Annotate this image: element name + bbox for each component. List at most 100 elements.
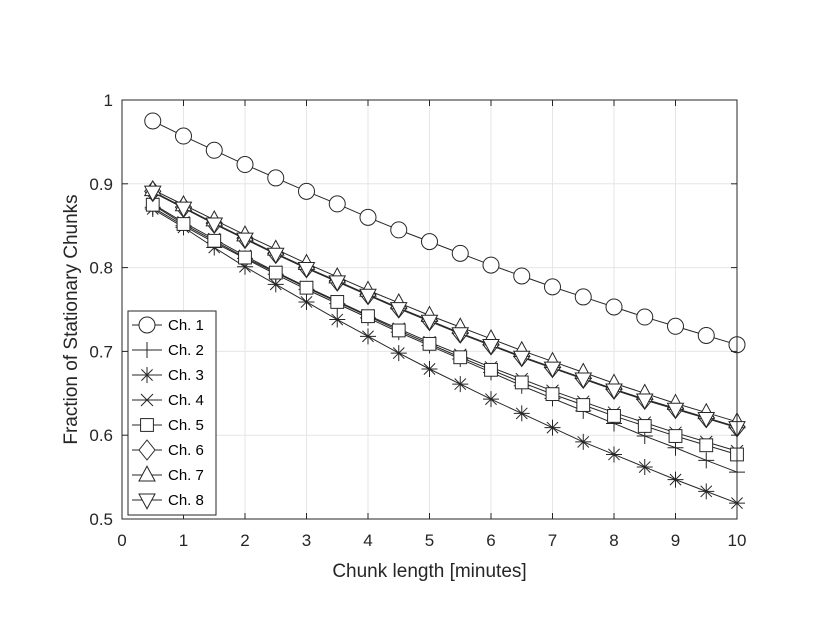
data-point-ch-1 bbox=[574, 288, 592, 306]
data-point-ch-8 bbox=[635, 393, 654, 410]
legend-marker-ch-2 bbox=[139, 342, 155, 358]
data-point-ch-5 bbox=[607, 409, 621, 423]
data-point-ch-8 bbox=[266, 247, 285, 265]
data-point-ch-3 bbox=[606, 446, 622, 463]
data-point-ch-1 bbox=[667, 317, 684, 335]
data-point-ch-5 bbox=[545, 387, 560, 402]
data-point-ch-5 bbox=[484, 362, 498, 377]
data-point-ch-8 bbox=[697, 411, 716, 429]
data-point-ch-8 bbox=[174, 201, 193, 218]
data-point-ch-1 bbox=[636, 308, 654, 326]
legend-marker-ch-6 bbox=[138, 439, 156, 461]
legend-marker-ch-4 bbox=[140, 393, 154, 407]
data-point-ch-3 bbox=[421, 360, 438, 377]
data-point-ch-5 bbox=[699, 438, 714, 453]
data-point-ch-5 bbox=[422, 336, 437, 351]
y-tick-label: 0.7 bbox=[89, 342, 113, 361]
data-point-ch-8 bbox=[297, 261, 316, 279]
data-point-ch-8 bbox=[482, 339, 500, 356]
legend-label-ch-6: Ch. 6 bbox=[168, 442, 204, 459]
data-point-ch-3 bbox=[636, 459, 653, 476]
data-point-ch-5 bbox=[391, 323, 406, 338]
x-tick-label: 9 bbox=[671, 531, 680, 550]
data-point-ch-5 bbox=[268, 265, 283, 280]
data-point-ch-3 bbox=[298, 293, 315, 310]
y-tick-label: 0.9 bbox=[89, 175, 113, 194]
x-tick-label: 5 bbox=[425, 531, 434, 550]
legend-marker-ch-5 bbox=[140, 418, 154, 432]
data-point-ch-1 bbox=[482, 256, 500, 274]
series-line-ch-3 bbox=[152, 208, 738, 504]
x-tick-label: 8 bbox=[609, 531, 618, 550]
data-point-ch-1 bbox=[451, 244, 469, 262]
data-point-ch-1 bbox=[421, 233, 438, 251]
data-point-ch-3 bbox=[390, 345, 407, 362]
data-point-ch-5 bbox=[668, 429, 683, 443]
data-point-ch-1 bbox=[513, 267, 531, 285]
x-tick-label: 1 bbox=[179, 531, 188, 550]
data-point-ch-1 bbox=[298, 182, 315, 200]
y-tick-label: 1 bbox=[104, 91, 113, 110]
legend-label-ch-7: Ch. 7 bbox=[168, 467, 204, 484]
x-axis-title: Chunk length [minutes] bbox=[332, 561, 526, 582]
legend-label-ch-3: Ch. 3 bbox=[168, 367, 204, 384]
series-layer bbox=[143, 112, 746, 512]
x-tick-label: 10 bbox=[728, 531, 747, 550]
legend-marker-ch-1 bbox=[138, 316, 156, 334]
y-axis-title: Fraction of Stationary Chunks bbox=[61, 194, 82, 444]
data-point-ch-8 bbox=[359, 288, 377, 306]
data-point-ch-5 bbox=[576, 398, 591, 412]
x-tick-label: 4 bbox=[363, 531, 372, 550]
data-point-ch-3 bbox=[360, 328, 376, 345]
data-point-ch-1 bbox=[144, 112, 162, 130]
data-point-ch-1 bbox=[175, 127, 192, 145]
data-point-ch-3 bbox=[513, 405, 530, 422]
series-ch-1 bbox=[144, 112, 746, 354]
legend-label-ch-2: Ch. 2 bbox=[168, 342, 204, 359]
data-point-ch-8 bbox=[666, 402, 685, 420]
legend-label-ch-8: Ch. 8 bbox=[168, 492, 204, 509]
data-point-ch-8 bbox=[328, 275, 347, 292]
data-point-ch-1 bbox=[544, 278, 561, 296]
data-point-ch-5 bbox=[637, 419, 652, 433]
data-point-ch-5 bbox=[453, 350, 468, 365]
axis-ticks: 0 1 2 3 4 5 6 7 8 9 10 0.5 0.6 0.7 0.8 0.9 1 bbox=[89, 91, 746, 550]
data-point-ch-1 bbox=[205, 141, 223, 159]
data-point-ch-1 bbox=[359, 208, 377, 226]
data-point-ch-8 bbox=[205, 217, 224, 234]
data-point-ch-1 bbox=[328, 195, 346, 213]
data-point-ch-3 bbox=[329, 311, 346, 328]
y-tick-label: 0.8 bbox=[89, 259, 113, 278]
data-point-ch-1 bbox=[267, 169, 285, 187]
data-point-ch-5 bbox=[361, 309, 375, 324]
legend-label-ch-5: Ch. 5 bbox=[168, 417, 204, 434]
series-ch-5 bbox=[145, 197, 744, 462]
data-point-ch-8 bbox=[143, 185, 162, 203]
y-tick-label: 0.5 bbox=[89, 510, 113, 529]
data-point-ch-5 bbox=[176, 217, 191, 231]
data-point-ch-8 bbox=[420, 314, 439, 332]
legend: Ch. 1 Ch. 2 Ch. 3 Ch. 4 Ch. 5 Ch. 6 Ch. 7 Ch. 8 bbox=[127, 310, 217, 516]
data-point-ch-1 bbox=[390, 221, 408, 239]
legend-marker-ch-3 bbox=[139, 367, 155, 383]
data-point-ch-8 bbox=[512, 350, 531, 368]
data-point-ch-8 bbox=[236, 232, 254, 249]
x-tick-label: 7 bbox=[548, 531, 557, 550]
legend-marker-ch-7 bbox=[138, 465, 156, 482]
legend-label-ch-4: Ch. 4 bbox=[168, 392, 204, 409]
data-point-ch-3 bbox=[452, 376, 469, 393]
x-tick-label: 2 bbox=[240, 531, 249, 550]
legend-marker-ch-8 bbox=[138, 493, 156, 510]
data-point-ch-5 bbox=[514, 375, 529, 390]
data-point-ch-8 bbox=[451, 327, 470, 344]
data-point-ch-1 bbox=[697, 326, 715, 344]
data-point-ch-3 bbox=[544, 419, 561, 436]
data-point-ch-1 bbox=[605, 298, 623, 316]
data-point-ch-5 bbox=[207, 233, 222, 248]
data-point-ch-5 bbox=[238, 250, 252, 265]
data-point-ch-5 bbox=[330, 295, 345, 309]
legend-label-ch-1: Ch. 1 bbox=[168, 317, 204, 334]
x-tick-label: 3 bbox=[302, 531, 311, 550]
data-point-ch-3 bbox=[237, 258, 253, 275]
